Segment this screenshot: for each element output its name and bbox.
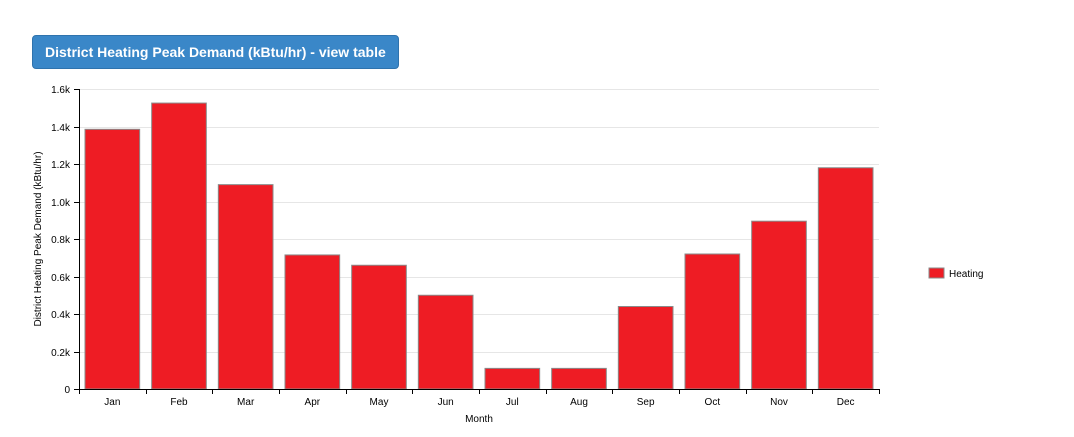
y-tick-label: 0.8k bbox=[51, 235, 71, 246]
x-tick-label: Jan bbox=[104, 397, 120, 408]
y-tick-label: 0 bbox=[64, 385, 70, 396]
x-tick-label: May bbox=[370, 397, 389, 408]
view-table-button[interactable]: District Heating Peak Demand (kBtu/hr) -… bbox=[32, 35, 399, 69]
bar-dec[interactable] bbox=[817, 167, 874, 390]
bar-aug[interactable] bbox=[551, 367, 607, 390]
y-tick-label: 0.2k bbox=[51, 348, 71, 359]
x-axis-ticks: Jan Feb Mar Apr May Jun Jul Aug Sep Oct Nov Dec bbox=[79, 389, 880, 408]
x-tick-label: Feb bbox=[170, 397, 188, 408]
x-tick-label: Apr bbox=[305, 397, 321, 408]
bar-jan[interactable] bbox=[84, 128, 141, 390]
y-tick-label: 0.4k bbox=[51, 310, 71, 321]
y-axis-title: District Heating Peak Demand (kBtu/hr) bbox=[33, 151, 44, 326]
y-tick-label: 1.2k bbox=[51, 160, 71, 171]
bar-sep[interactable] bbox=[617, 306, 674, 390]
bars bbox=[84, 102, 874, 390]
x-tick-label: Nov bbox=[770, 397, 788, 408]
x-tick-label: Dec bbox=[837, 397, 855, 408]
legend: Heating bbox=[928, 267, 983, 280]
bar-jul[interactable] bbox=[484, 367, 541, 390]
legend-label-heating: Heating bbox=[949, 269, 983, 280]
y-tick-label: 1.6k bbox=[51, 85, 71, 96]
y-axis-ticks: 0 0.2k 0.4k 0.6k 0.8k 1.0k 1.2k 1.4k 1.6k bbox=[51, 85, 79, 396]
legend-swatch-heating bbox=[928, 267, 945, 279]
x-tick-label: Mar bbox=[237, 397, 255, 408]
bar-apr[interactable] bbox=[284, 254, 341, 390]
x-tick-label: Aug bbox=[570, 397, 588, 408]
x-tick-label: Oct bbox=[705, 397, 721, 408]
x-tick-label: Sep bbox=[637, 397, 655, 408]
bar-mar[interactable] bbox=[217, 184, 274, 390]
y-tick-label: 1.4k bbox=[51, 123, 71, 134]
bar-feb[interactable] bbox=[151, 102, 207, 390]
x-tick-label: Jun bbox=[438, 397, 454, 408]
x-axis-title: Month bbox=[465, 414, 493, 425]
x-tick-label: Jul bbox=[506, 397, 519, 408]
y-tick-label: 0.6k bbox=[51, 273, 71, 284]
bar-nov[interactable] bbox=[751, 220, 807, 390]
bar-may[interactable] bbox=[351, 264, 407, 390]
y-tick-label: 1.0k bbox=[51, 198, 71, 209]
bar-oct[interactable] bbox=[684, 253, 741, 390]
bar-jun[interactable] bbox=[417, 294, 474, 390]
grid-lines bbox=[79, 89, 879, 353]
